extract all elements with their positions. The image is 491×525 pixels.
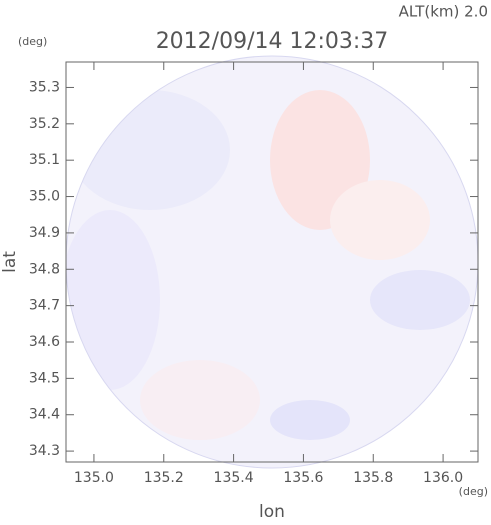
y-tick-label: 35.3 — [29, 79, 60, 95]
y-tick-label: 34.9 — [29, 225, 60, 241]
y-axis-label: lat — [0, 251, 20, 273]
chart-title: 2012/09/14 12:03:37 — [156, 29, 389, 54]
x-tick-label: 135.0 — [74, 470, 114, 486]
y-tick-label: 35.0 — [29, 189, 60, 205]
x-tick-label: 135.6 — [283, 470, 323, 486]
y-tick-label: 35.2 — [29, 116, 60, 132]
y-tick-label: 34.4 — [29, 407, 60, 423]
x-tick-label: 136.0 — [423, 470, 463, 486]
altitude-label: ALT(km) 2.0 — [399, 3, 488, 21]
radar-field — [66, 56, 478, 468]
y-tick-label: 34.8 — [29, 261, 60, 277]
plot-frame — [65, 61, 479, 463]
y-tick-label: 35.1 — [29, 152, 60, 168]
x-tick-label: 135.8 — [353, 470, 393, 486]
x-tick-label: 135.2 — [144, 470, 184, 486]
y-unit: (deg) — [18, 35, 47, 48]
y-tick-label: 34.6 — [29, 334, 60, 350]
x-unit: (deg) — [459, 485, 488, 498]
y-tick-label: 34.5 — [29, 370, 60, 386]
x-axis-label: lon — [259, 502, 285, 521]
y-tick-label: 34.3 — [29, 443, 60, 459]
y-tick-label: 34.7 — [29, 298, 60, 314]
x-tick-label: 135.4 — [214, 470, 254, 486]
